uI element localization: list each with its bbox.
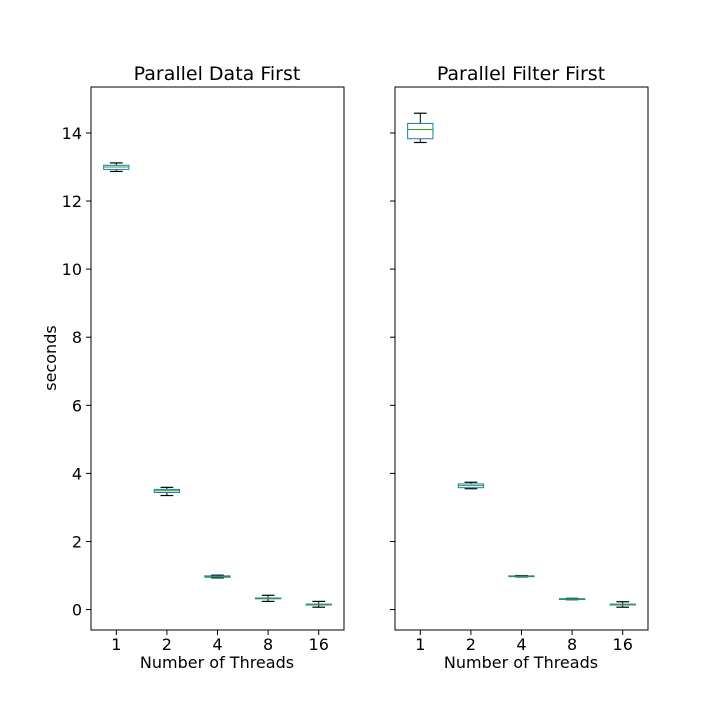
y-tick-label: 10 bbox=[62, 260, 82, 279]
x-tick-label: 16 bbox=[613, 635, 633, 654]
box-plot-2 bbox=[153, 486, 181, 497]
box-plot-8 bbox=[254, 594, 282, 603]
y-tick-label: 6 bbox=[72, 396, 82, 415]
x-tick-label: 4 bbox=[212, 635, 222, 654]
y-tick-label: 12 bbox=[62, 192, 82, 211]
axes-frame bbox=[394, 86, 649, 631]
x-tick-label: 8 bbox=[567, 635, 577, 654]
box-plot-16 bbox=[305, 600, 332, 608]
y-axis-label: seconds bbox=[41, 325, 60, 390]
y-tick-label: 4 bbox=[72, 464, 82, 483]
box-plot-1 bbox=[407, 112, 434, 144]
x-tick-label: 16 bbox=[309, 635, 329, 654]
x-tick-label: 1 bbox=[111, 635, 121, 654]
y-tick-label: 0 bbox=[72, 601, 82, 620]
panel-title: Parallel Data First bbox=[134, 63, 301, 85]
box-plot-4 bbox=[508, 574, 535, 578]
x-tick-label: 8 bbox=[263, 635, 273, 654]
panel-parallel-data-first: Parallel Data First seconds Number of Th… bbox=[41, 63, 345, 672]
x-tick-label: 2 bbox=[466, 635, 476, 654]
x-axis-label: Number of Threads bbox=[140, 653, 294, 672]
panel-title: Parallel Filter First bbox=[437, 63, 605, 85]
y-tick-label: 14 bbox=[62, 124, 82, 143]
x-axis-label: Number of Threads bbox=[444, 653, 598, 672]
y-tick-label: 2 bbox=[72, 532, 82, 551]
x-tick-label: 2 bbox=[162, 635, 172, 654]
axes-frame bbox=[90, 86, 345, 631]
box-plot-8 bbox=[558, 597, 586, 601]
x-tick-label: 1 bbox=[415, 635, 425, 654]
box-plot-4 bbox=[204, 574, 231, 579]
x-tick-label: 4 bbox=[516, 635, 526, 654]
box-plot-1 bbox=[103, 162, 130, 173]
box bbox=[407, 122, 434, 140]
panel-parallel-filter-first: Parallel Filter First Number of Threads … bbox=[390, 63, 649, 672]
y-tick-label: 8 bbox=[72, 328, 82, 347]
box-plot-2 bbox=[457, 481, 485, 490]
box-plot-16 bbox=[609, 601, 636, 608]
